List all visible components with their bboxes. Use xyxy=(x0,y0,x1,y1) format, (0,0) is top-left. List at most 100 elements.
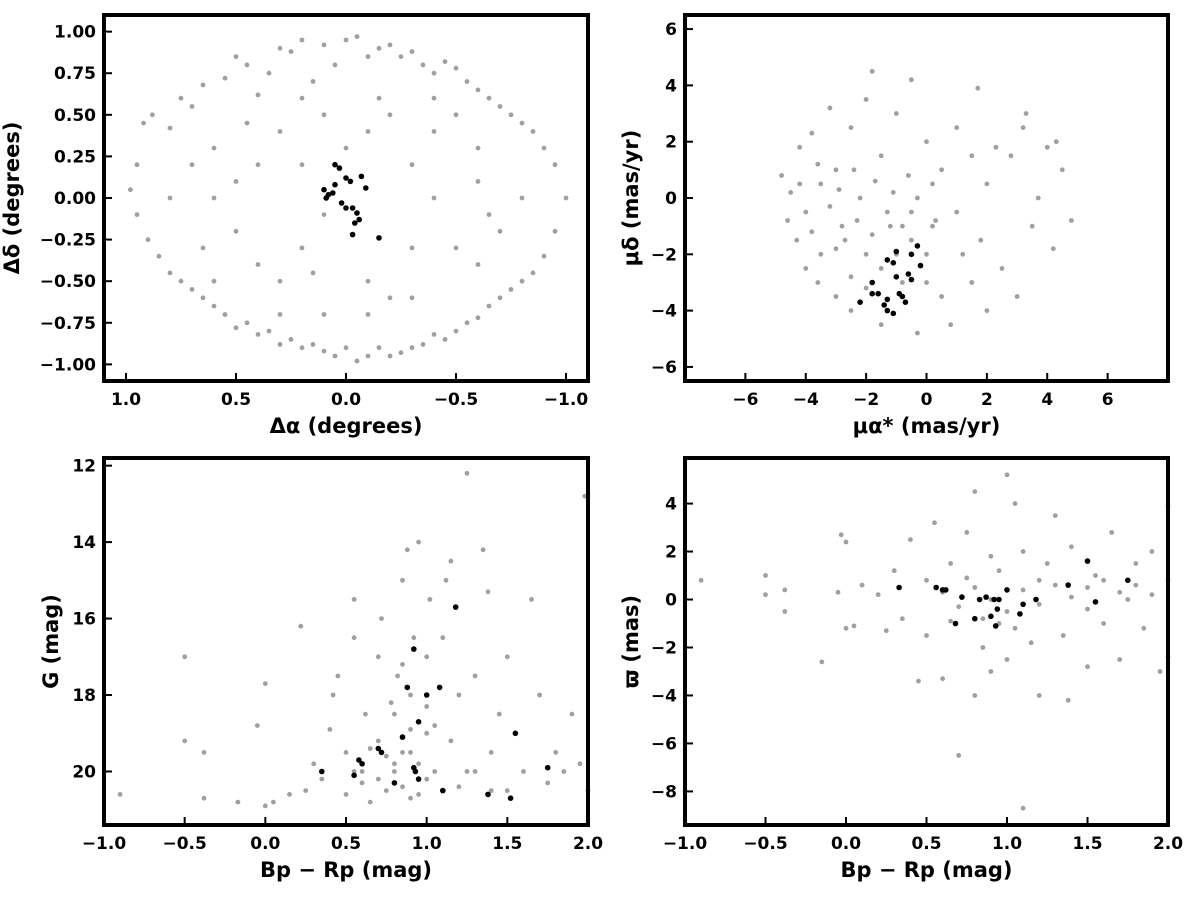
field-point xyxy=(409,245,415,251)
field-point xyxy=(211,303,217,309)
field-point xyxy=(319,776,325,782)
series-member xyxy=(896,558,1131,629)
field-point xyxy=(472,769,478,774)
field-point xyxy=(367,746,373,751)
field-point xyxy=(537,692,542,698)
field-point xyxy=(833,294,839,299)
field-point xyxy=(343,792,349,797)
field-point xyxy=(1004,472,1010,478)
y-tick-label: 0.00 xyxy=(54,189,96,209)
member-point xyxy=(1084,558,1091,564)
field-point xyxy=(1036,577,1042,583)
field-point xyxy=(448,558,454,564)
member-point xyxy=(412,768,419,775)
field-point xyxy=(266,70,272,76)
field-point xyxy=(475,179,481,184)
field-point xyxy=(851,623,857,629)
x-tick-label: 6 xyxy=(1102,390,1114,410)
field-point xyxy=(416,761,421,767)
x-tick-label: −1.0 xyxy=(82,834,127,854)
panel-proper-motion: −6 −4 −2 0 2 4 6 −6 −4 −2 0 2 4 6 μα* (mas/yr) μδ (mas/… xyxy=(619,13,1170,438)
x-tick-label: −0.5 xyxy=(434,390,478,410)
field-point xyxy=(782,587,788,593)
field-point xyxy=(464,470,470,476)
y-tick-label: 0.50 xyxy=(54,106,96,126)
field-point xyxy=(299,95,305,101)
field-point xyxy=(909,237,914,243)
field-point xyxy=(383,753,389,759)
field-point xyxy=(201,795,207,801)
field-point xyxy=(299,37,305,43)
field-point xyxy=(486,95,492,101)
field-point xyxy=(464,320,470,326)
field-point xyxy=(508,287,514,292)
field-point xyxy=(354,358,360,364)
field-point xyxy=(978,237,984,243)
member-point xyxy=(1065,582,1071,588)
y-axis-label: Δδ (degrees) xyxy=(0,122,24,275)
field-point xyxy=(472,673,478,679)
field-point xyxy=(431,195,437,201)
field-point xyxy=(432,723,438,728)
field-point xyxy=(872,178,878,184)
field-point xyxy=(1065,697,1071,703)
field-point xyxy=(954,209,960,215)
member-point xyxy=(988,613,994,620)
y-tick-label: −6 xyxy=(651,734,677,754)
field-point xyxy=(222,75,228,81)
x-tick-label: 0.0 xyxy=(831,834,861,854)
field-point xyxy=(1029,223,1035,229)
field-point xyxy=(404,547,410,553)
field-point xyxy=(1101,621,1106,626)
y-tick-label: 0.75 xyxy=(54,64,96,84)
x-tick-label: 0 xyxy=(921,390,933,410)
y-tick-label: −2 xyxy=(651,638,677,658)
field-point xyxy=(497,104,503,109)
field-point xyxy=(930,223,935,229)
field-point xyxy=(211,278,217,284)
field-point xyxy=(924,633,929,638)
field-point xyxy=(409,162,415,168)
field-point xyxy=(1109,530,1115,535)
field-point xyxy=(839,223,845,229)
field-point xyxy=(287,792,292,797)
field-point xyxy=(960,251,966,257)
x-tick-label: −0.5 xyxy=(743,834,787,854)
field-point xyxy=(763,573,768,578)
member-point xyxy=(415,719,422,725)
field-point xyxy=(818,251,824,257)
field-point xyxy=(453,112,459,118)
x-axis-label: μα* (mas/yr) xyxy=(853,414,1001,438)
field-point xyxy=(351,597,357,602)
field-point xyxy=(383,788,389,793)
field-point xyxy=(851,167,857,173)
field-point xyxy=(887,223,893,229)
field-point xyxy=(577,761,583,767)
field-point xyxy=(1117,657,1123,662)
field-point xyxy=(984,308,990,313)
x-tick-label: −2 xyxy=(853,390,879,410)
field-point xyxy=(277,129,283,134)
field-point xyxy=(891,568,897,574)
field-point xyxy=(530,129,536,134)
field-point xyxy=(400,662,405,667)
member-point xyxy=(332,181,338,188)
field-point xyxy=(156,253,162,259)
series-field xyxy=(698,472,1171,811)
field-point xyxy=(365,312,371,317)
axes-frame xyxy=(683,13,1170,383)
field-point xyxy=(999,266,1005,271)
field-point xyxy=(519,120,525,126)
field-point xyxy=(1014,294,1020,299)
field-point xyxy=(504,654,510,660)
member-point xyxy=(1092,599,1099,605)
field-point xyxy=(869,232,875,238)
field-point xyxy=(442,59,448,64)
y-tick-label: −1.00 xyxy=(40,355,96,375)
field-point xyxy=(424,704,430,709)
field-point xyxy=(475,262,481,267)
member-point xyxy=(890,310,897,317)
field-point xyxy=(442,337,448,342)
field-point xyxy=(400,577,405,583)
field-point xyxy=(854,218,860,223)
